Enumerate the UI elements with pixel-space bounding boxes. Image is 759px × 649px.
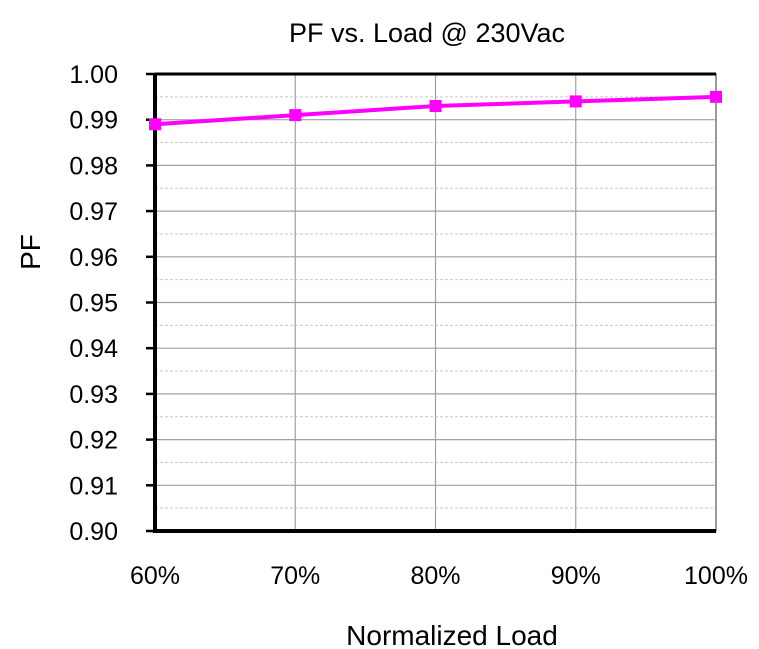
- x-tick-label: 80%: [410, 562, 460, 590]
- y-tick-label: 0.90: [69, 518, 118, 546]
- y-tick-label: 0.95: [69, 290, 118, 318]
- y-axis-label: PF: [15, 234, 46, 270]
- data-point-marker: [569, 95, 582, 108]
- y-tick-label: 0.91: [69, 472, 118, 500]
- y-tick-label: 0.98: [69, 152, 118, 180]
- x-tick-label: 60%: [130, 562, 180, 590]
- y-tick-label: 0.92: [69, 427, 118, 455]
- chart-title: PF vs. Load @ 230Vac: [289, 18, 565, 48]
- x-tick-label: 70%: [270, 562, 320, 590]
- y-tick-label: 0.99: [69, 107, 118, 135]
- y-tick-label: 0.97: [69, 198, 118, 226]
- x-axis-label: Normalized Load: [346, 620, 558, 649]
- x-tick-label: 100%: [684, 562, 748, 590]
- y-tick-label: 1.00: [69, 61, 118, 89]
- data-point-marker: [429, 99, 442, 112]
- grid-lines: [155, 74, 717, 531]
- x-tick-label: 90%: [551, 562, 601, 590]
- data-point-marker: [289, 109, 302, 122]
- y-tick-label: 0.93: [69, 381, 118, 409]
- data-point-marker: [710, 90, 722, 103]
- y-tick-label: 0.94: [69, 335, 118, 363]
- series-layer: [149, 90, 722, 131]
- plot-frame: [146, 72, 717, 533]
- data-point-marker: [149, 118, 161, 131]
- y-tick-label: 0.96: [69, 244, 118, 272]
- y-tick-labels: 0.90 0.91 0.92 0.93 0.94 0.95 0.96 0.97 0.98 0.99…: [69, 61, 118, 546]
- x-tick-labels: 60% 70% 80% 90% 100%: [130, 562, 748, 590]
